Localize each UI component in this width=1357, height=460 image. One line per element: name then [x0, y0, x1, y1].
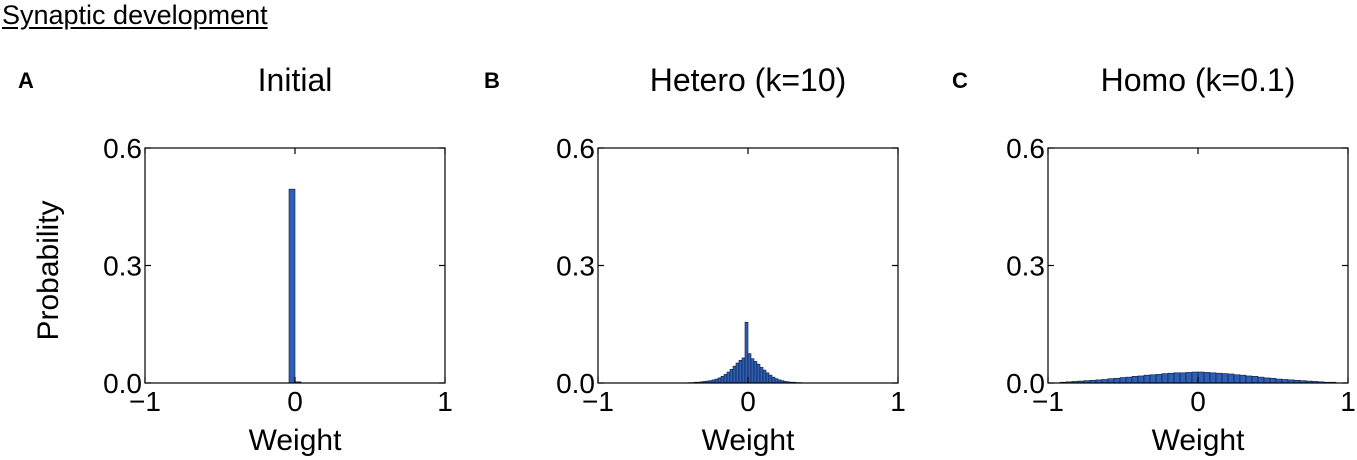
- panel-c-bar: [1113, 377, 1121, 384]
- panel-b-bar: [717, 377, 722, 384]
- panel-c-bar: [1125, 376, 1133, 384]
- panel-a-label: A: [18, 68, 34, 93]
- panel-c-bar: [1185, 372, 1193, 384]
- panel-c-bar: [1161, 373, 1169, 384]
- panel-c-xlabel: Weight: [1152, 424, 1245, 457]
- panel-c-bar: [1209, 372, 1217, 384]
- panel-b-bar: [720, 376, 725, 384]
- panel-b-bar: [729, 368, 734, 384]
- panel-c-xtick-label: −1: [1032, 386, 1064, 417]
- panel-c-bar: [1191, 371, 1199, 384]
- panel-b-bar: [768, 374, 773, 384]
- panel-a-bar: [288, 188, 296, 384]
- panel-b-bar: [774, 378, 779, 384]
- panel-c-label: C: [952, 68, 968, 93]
- panel-b-bar: [735, 362, 740, 384]
- panel-c-bar: [1269, 377, 1277, 384]
- figure-title: Synaptic development: [2, 0, 268, 30]
- panel-c-bar: [1155, 374, 1163, 384]
- panel-b-ytick-label: 0.0: [556, 368, 595, 399]
- panel-a-ytick-label: 0.3: [103, 251, 142, 282]
- panel-a-ylabel: Probability: [32, 200, 65, 340]
- panel-c-bar: [1215, 372, 1223, 384]
- panel-c-bar: [1245, 375, 1253, 384]
- panel-b-bar: [738, 359, 743, 384]
- panel-b-bar: [744, 321, 749, 384]
- panel-c-xtick-label: 1: [1340, 386, 1356, 417]
- panel-c-bar: [1149, 374, 1157, 384]
- panel-c-bar: [1221, 373, 1229, 384]
- panel-c-bar: [1131, 376, 1139, 384]
- panel-c-xtick-label: 0: [1190, 386, 1206, 417]
- panel-c-bar: [1167, 372, 1175, 384]
- panel-b-bar: [765, 372, 770, 384]
- panel-c-bar: [1107, 378, 1115, 384]
- panel-c-bar: [1197, 371, 1205, 384]
- panel-b-bar: [756, 363, 761, 384]
- panel-c-ytick-label: 0.0: [1006, 368, 1045, 399]
- panel-c-axes-frame: [1047, 147, 1349, 384]
- panel-c-ytick-label: 0.6: [1006, 133, 1045, 164]
- panel-a-title: Initial: [258, 62, 333, 98]
- panel-b-title: Hetero (k=10): [650, 62, 847, 98]
- panel-c-bar: [1227, 373, 1235, 384]
- panel-c-ytick-label: 0.3: [1006, 251, 1045, 282]
- panel-b-bar: [726, 371, 731, 384]
- panel-c-bar: [1257, 376, 1265, 384]
- panel-b-bar: [741, 357, 746, 384]
- panel-c-bar: [1143, 374, 1151, 384]
- panel-b-bar: [762, 369, 767, 384]
- panel-a-xtick-label: −1: [129, 386, 161, 417]
- panel-c-bar: [1239, 374, 1247, 384]
- panel-b-bar: [771, 376, 776, 384]
- panel-c-bar: [1233, 374, 1241, 384]
- panel-c-bar: [1203, 372, 1211, 384]
- panel-c-bar: [1179, 372, 1187, 384]
- panel-b-ytick-label: 0.3: [556, 251, 595, 282]
- panel-c-bar: [1137, 375, 1145, 384]
- panel-b-xtick-label: 0: [740, 386, 756, 417]
- panel-b-bar: [753, 361, 758, 384]
- panel-a-xtick-label: 1: [437, 386, 453, 417]
- panel-c-title: Homo (k=0.1): [1101, 62, 1296, 98]
- panel-b-xtick-label: 1: [890, 386, 906, 417]
- panel-b-bar: [750, 358, 755, 384]
- panel-c-bar: [1173, 372, 1181, 384]
- panel-b-bar: [723, 374, 728, 384]
- panel-b-ytick-label: 0.6: [556, 133, 595, 164]
- panel-b-xlabel: Weight: [702, 424, 795, 457]
- panel-b-bar: [732, 365, 737, 384]
- panel-a-xlabel: Weight: [249, 424, 342, 457]
- panel-c-bar: [1119, 377, 1127, 384]
- panel-a-xtick-label: 0: [287, 386, 303, 417]
- panel-b-bar: [759, 367, 764, 384]
- panel-a-ytick-label: 0.6: [103, 133, 142, 164]
- panel-b-xtick-label: −1: [582, 386, 614, 417]
- panel-c-bar: [1263, 377, 1271, 384]
- panel-b-label: B: [484, 68, 500, 93]
- panel-c-bar: [1251, 376, 1259, 384]
- panel-a-ytick-label: 0.0: [103, 368, 142, 399]
